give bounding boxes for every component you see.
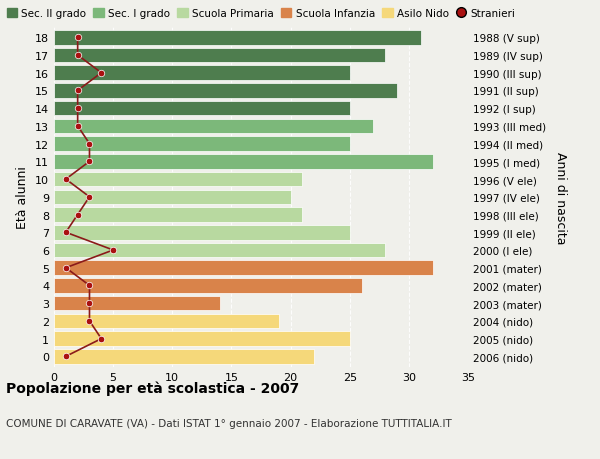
Bar [54,66,350,81]
Bar [54,84,397,99]
Y-axis label: Età alunni: Età alunni [16,166,29,229]
Bar [54,332,350,346]
Bar [54,296,220,311]
Point [73,88,82,95]
Bar [54,349,314,364]
Point [61,176,71,183]
Y-axis label: Anni di nascita: Anni di nascita [554,151,568,244]
Bar [54,119,373,134]
Point [61,229,71,236]
Point [97,335,106,342]
Point [85,300,94,307]
Point [109,247,118,254]
Bar [54,155,433,169]
Point [85,318,94,325]
Point [73,123,82,130]
Legend: Sec. II grado, Sec. I grado, Scuola Primaria, Scuola Infanzia, Asilo Nido, Stran: Sec. II grado, Sec. I grado, Scuola Prim… [7,9,515,19]
Bar [54,49,385,63]
Bar [54,225,350,240]
Point [61,264,71,272]
Bar [54,190,290,205]
Point [61,353,71,360]
Bar [54,208,302,222]
Bar [54,31,421,45]
Bar [54,279,362,293]
Bar [54,137,350,151]
Text: COMUNE DI CARAVATE (VA) - Dati ISTAT 1° gennaio 2007 - Elaborazione TUTTITALIA.I: COMUNE DI CARAVATE (VA) - Dati ISTAT 1° … [6,418,452,428]
Bar [54,243,385,257]
Point [73,212,82,219]
Point [85,282,94,290]
Point [73,52,82,60]
Bar [54,314,279,329]
Point [97,70,106,77]
Point [85,194,94,201]
Bar [54,173,302,187]
Bar [54,101,350,116]
Bar [54,261,433,275]
Text: Popolazione per età scolastica - 2007: Popolazione per età scolastica - 2007 [6,381,299,396]
Point [73,105,82,112]
Point [73,34,82,42]
Point [85,140,94,148]
Point [85,158,94,166]
